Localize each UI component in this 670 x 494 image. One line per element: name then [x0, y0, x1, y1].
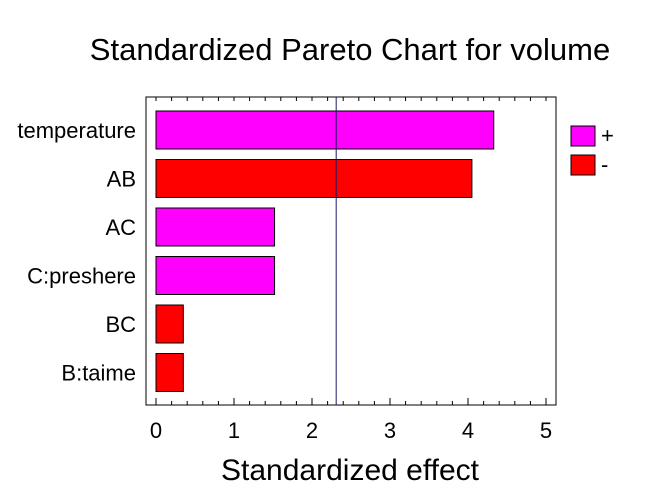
x-tick-label: 1	[228, 418, 240, 443]
bars-group	[155, 110, 495, 392]
category-label: B:taime	[61, 361, 136, 386]
bar-c-preshere	[155, 256, 276, 295]
chart-title: Standardized Pareto Chart for volume	[90, 32, 610, 67]
legend-swatch	[570, 154, 596, 176]
bar-bc	[155, 304, 184, 344]
x-tick-label: 4	[462, 418, 474, 443]
bottom-axis-ticks	[155, 398, 547, 405]
x-tick-label: 5	[540, 418, 552, 443]
x-tick-label: 3	[384, 418, 396, 443]
bar-ab	[155, 159, 473, 198]
category-label: BC	[105, 312, 136, 337]
legend-label: +	[601, 123, 614, 148]
legend-label: -	[601, 152, 608, 177]
x-tick-labels: 0 1 2 3 4 5	[150, 418, 552, 443]
category-labels: temperature AB AC C:preshere BC B:taime	[17, 118, 136, 386]
top-minor-ticks	[155, 97, 547, 101]
category-label: C:preshere	[27, 264, 136, 289]
legend-swatch	[570, 125, 596, 147]
x-tick-label: 2	[306, 418, 318, 443]
bar-ac	[155, 207, 276, 247]
category-label: AB	[107, 167, 136, 192]
category-label: AC	[105, 215, 136, 240]
bar-temperature	[155, 110, 495, 150]
legend: +-	[570, 123, 614, 177]
x-tick-label: 0	[150, 418, 162, 443]
x-axis-title: Standardized effect	[221, 454, 480, 487]
category-label: temperature	[17, 118, 136, 143]
bar-b-taime	[155, 353, 184, 392]
